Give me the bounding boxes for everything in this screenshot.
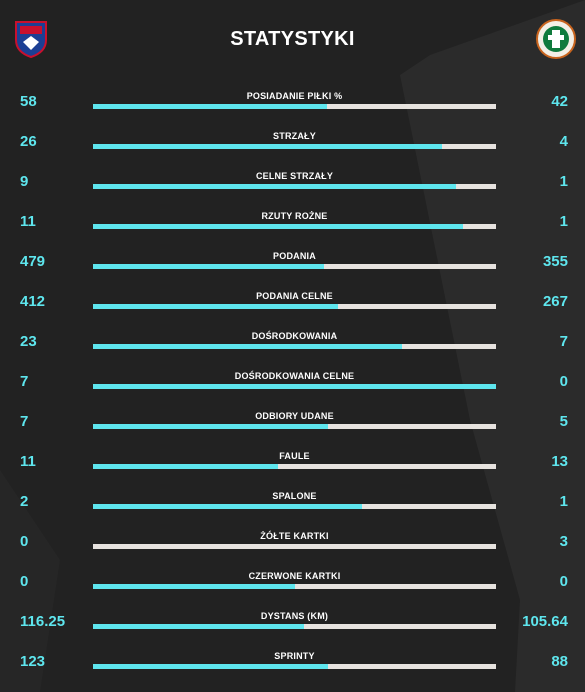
home-value: 11 — [20, 453, 36, 470]
comparison-bar — [93, 424, 496, 429]
home-share-fill — [93, 264, 325, 269]
home-value: 26 — [20, 133, 37, 150]
home-share-fill — [93, 464, 278, 469]
away-value: 5 — [559, 413, 568, 430]
away-value: 1 — [559, 493, 568, 510]
stat-row: 0 CZERWONE KARTKI 0 — [0, 571, 585, 612]
home-value: 7 — [20, 413, 29, 430]
comparison-bar — [93, 224, 496, 229]
stat-label: CELNE STRZAŁY — [255, 171, 334, 181]
stat-row: 58 POSIADANIE PIŁKI % 42 — [0, 91, 585, 132]
stat-row: 412 PODANIA CELNE 267 — [0, 291, 585, 332]
stat-row: 123 SPRINTY 88 — [0, 651, 585, 692]
comparison-bar — [93, 584, 496, 589]
stat-row: 0 ŻÓŁTE KARTKI 3 — [0, 531, 585, 572]
home-value: 412 — [20, 293, 46, 310]
zaglebie-crest-icon — [536, 19, 576, 59]
home-value: 116.25 — [20, 613, 66, 630]
stat-row: 11 RZUTY ROŻNE 1 — [0, 211, 585, 252]
stat-label: SPALONE — [272, 491, 317, 501]
away-value: 355 — [542, 253, 568, 270]
stat-label: DOŚRODKOWANIA — [251, 331, 338, 341]
away-value: 4 — [559, 133, 568, 150]
stat-row: 2 SPALONE 1 — [0, 491, 585, 532]
stat-label: POSIADANIE PIŁKI % — [246, 91, 343, 101]
away-value: 0 — [559, 373, 568, 390]
comparison-bar — [93, 624, 496, 629]
home-value: 9 — [20, 173, 29, 190]
stat-row: 7 DOŚRODKOWANIA CELNE 0 — [0, 371, 585, 412]
stat-row: 11 FAULE 13 — [0, 451, 585, 492]
away-value: 0 — [559, 573, 568, 590]
away-value: 13 — [551, 453, 568, 470]
away-value: 42 — [551, 93, 568, 110]
stat-label: DOŚRODKOWANIA CELNE — [234, 371, 355, 381]
away-value: 88 — [551, 653, 568, 670]
stat-label: SPRINTY — [274, 651, 315, 661]
comparison-bar — [93, 264, 496, 269]
home-share-fill — [93, 344, 403, 349]
stat-label: RZUTY ROŻNE — [261, 211, 328, 221]
stats-header: STATYSTYKI — [0, 0, 585, 80]
away-value: 7 — [559, 333, 568, 350]
stat-label: PODANIA CELNE — [256, 291, 333, 301]
home-share-fill — [93, 504, 362, 509]
home-value: 123 — [20, 653, 46, 670]
comparison-bar — [93, 504, 496, 509]
comparison-bar — [93, 464, 496, 469]
home-share-fill — [93, 144, 443, 149]
comparison-bar — [93, 104, 496, 109]
comparison-bar — [93, 344, 496, 349]
stat-row: 26 STRZAŁY 4 — [0, 131, 585, 172]
stat-row: 23 DOŚRODKOWANIA 7 — [0, 331, 585, 372]
comparison-bar — [93, 544, 496, 549]
stat-label: ŻÓŁTE KARTKI — [260, 531, 329, 541]
home-share-fill — [93, 224, 463, 229]
comparison-bar — [93, 184, 496, 189]
stat-row: 7 ODBIORY UDANE 5 — [0, 411, 585, 452]
home-share-fill — [93, 384, 496, 389]
stat-label: CZERWONE KARTKI — [248, 571, 341, 581]
comparison-bar — [93, 304, 496, 309]
rakow-crest-icon — [14, 20, 48, 59]
home-share-fill — [93, 584, 295, 589]
comparison-bar — [93, 664, 496, 669]
stat-label: PODANIA — [273, 251, 316, 261]
home-value: 11 — [20, 213, 36, 230]
home-share-fill — [93, 424, 328, 429]
stat-label: DYSTANS (KM) — [260, 611, 329, 621]
home-share-fill — [93, 304, 338, 309]
stat-row: 116.25 DYSTANS (KM) 105.64 — [0, 611, 585, 652]
page-title: STATYSTYKI — [230, 28, 355, 50]
stat-label: STRZAŁY — [273, 131, 316, 141]
comparison-bar — [93, 144, 496, 149]
home-value: 0 — [20, 573, 29, 590]
away-value: 1 — [559, 173, 568, 190]
away-value: 3 — [559, 533, 568, 550]
stat-row: 9 CELNE STRZAŁY 1 — [0, 171, 585, 212]
home-share-fill — [93, 184, 456, 189]
home-share-fill — [93, 624, 305, 629]
stat-row: 479 PODANIA 355 — [0, 251, 585, 292]
home-share-fill — [93, 664, 328, 669]
home-value: 479 — [20, 253, 46, 270]
comparison-bar — [93, 384, 496, 389]
stat-label: ODBIORY UDANE — [255, 411, 334, 421]
home-value: 0 — [20, 533, 29, 550]
home-share-fill — [93, 104, 327, 109]
home-value: 58 — [20, 93, 37, 110]
home-value: 7 — [20, 373, 29, 390]
home-value: 2 — [20, 493, 29, 510]
away-value: 267 — [542, 293, 568, 310]
stat-label: FAULE — [279, 451, 310, 461]
away-value: 105.64 — [522, 613, 568, 630]
away-value: 1 — [559, 213, 568, 230]
home-value: 23 — [20, 333, 37, 350]
